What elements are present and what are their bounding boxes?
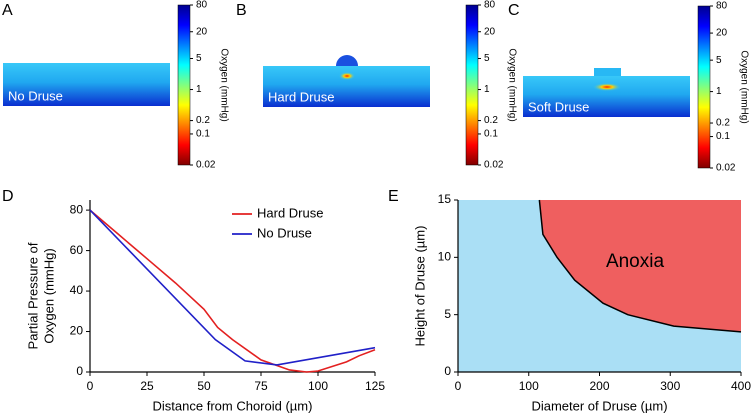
x-tick-label: 300	[660, 379, 680, 393]
colorbar-tick-label: 0.1	[484, 129, 498, 140]
colorbar-tick-label: 0.1	[196, 129, 210, 140]
domain-label: No Druse	[8, 88, 63, 103]
colorbar-tick-label: 5	[484, 53, 490, 64]
y-axis-label: Oxygen (mmHg)	[41, 248, 56, 343]
colorbar-tick-label: 80	[716, 1, 728, 12]
colorbar-tick-label: 0.02	[484, 160, 504, 171]
tissue	[523, 76, 690, 117]
panel-letter: D	[2, 188, 14, 205]
boundary-line	[538, 199, 742, 333]
colorbar-label: Oxygen (mmHg)	[738, 50, 749, 123]
x-tick-label: 125	[365, 379, 385, 393]
colorbar-tick-label: 1	[716, 86, 722, 97]
colorbar-tick-label: 20	[484, 26, 496, 37]
line	[89, 209, 376, 373]
y-tick-label: 60	[70, 243, 84, 257]
y-tick-label: 20	[70, 324, 84, 338]
anoxia-region	[539, 200, 741, 332]
panel-letter: A	[2, 2, 13, 19]
domain-label: Hard Druse	[268, 89, 334, 104]
domain-label: Soft Druse	[528, 99, 589, 114]
tissue	[3, 63, 170, 106]
y-axis-label: Partial Pressure of	[25, 242, 40, 349]
colorbar-tick-label: 0.02	[716, 163, 736, 174]
x-tick-label: 100	[519, 379, 539, 393]
legend-label: No Druse	[257, 225, 312, 240]
x-axis-label: Diameter of Druse (µm)	[531, 398, 667, 413]
line	[89, 209, 376, 366]
y-tick-label: 40	[70, 283, 84, 297]
colorbar-tick-label: 80	[196, 0, 208, 11]
panel-letter: E	[388, 188, 399, 205]
y-tick-label: 15	[438, 192, 452, 206]
colorbar-tick-label: 0.02	[196, 160, 216, 171]
panel-letter: C	[508, 2, 520, 19]
y-tick-label: 10	[438, 250, 452, 264]
colorbar-tick-label: 1	[196, 84, 202, 95]
druse	[594, 68, 621, 77]
colorbar-tick-label: 5	[196, 53, 202, 64]
colorbar-tick-label: 0.2	[484, 115, 498, 126]
colorbar	[465, 4, 479, 166]
x-tick-label: 200	[589, 379, 609, 393]
x-tick-label: 400	[731, 379, 751, 393]
y-tick-label: 0	[76, 364, 83, 378]
y-tick-label: 5	[444, 307, 451, 321]
x-tick-label: 50	[197, 379, 211, 393]
hotspot	[339, 72, 355, 80]
colorbar-tick-label: 20	[196, 26, 208, 37]
y-tick-label: 0	[444, 364, 451, 378]
x-tick-label: 100	[308, 379, 328, 393]
colorbar-tick-label: 20	[716, 28, 728, 39]
colorbar-tick-label: 80	[484, 0, 496, 11]
colorbar-tick-label: 0.2	[196, 115, 210, 126]
colorbar-label: Oxygen (mmHg)	[218, 48, 229, 121]
y-tick-label: 80	[70, 202, 84, 216]
panel-letter: B	[236, 2, 247, 19]
x-axis-label: Distance from Choroid (µm)	[153, 398, 313, 413]
x-tick-label: 75	[254, 379, 268, 393]
colorbar-tick-label: 0.1	[716, 131, 730, 142]
y-axis-label: Height of Druse (µm)	[412, 226, 427, 347]
x-tick-label: 25	[140, 379, 154, 393]
hotspot	[593, 83, 621, 91]
colorbar	[177, 4, 191, 166]
colorbar-tick-label: 5	[716, 55, 722, 66]
x-tick-label: 0	[455, 379, 462, 393]
colorbar-tick-label: 1	[484, 84, 490, 95]
colorbar	[697, 5, 711, 169]
annotation: Anoxia	[606, 251, 665, 272]
legend-label: Hard Druse	[257, 205, 323, 220]
colorbar-tick-label: 0.2	[716, 118, 730, 129]
colorbar-label: Oxygen (mmHg)	[506, 48, 517, 121]
x-tick-label: 0	[87, 379, 94, 393]
